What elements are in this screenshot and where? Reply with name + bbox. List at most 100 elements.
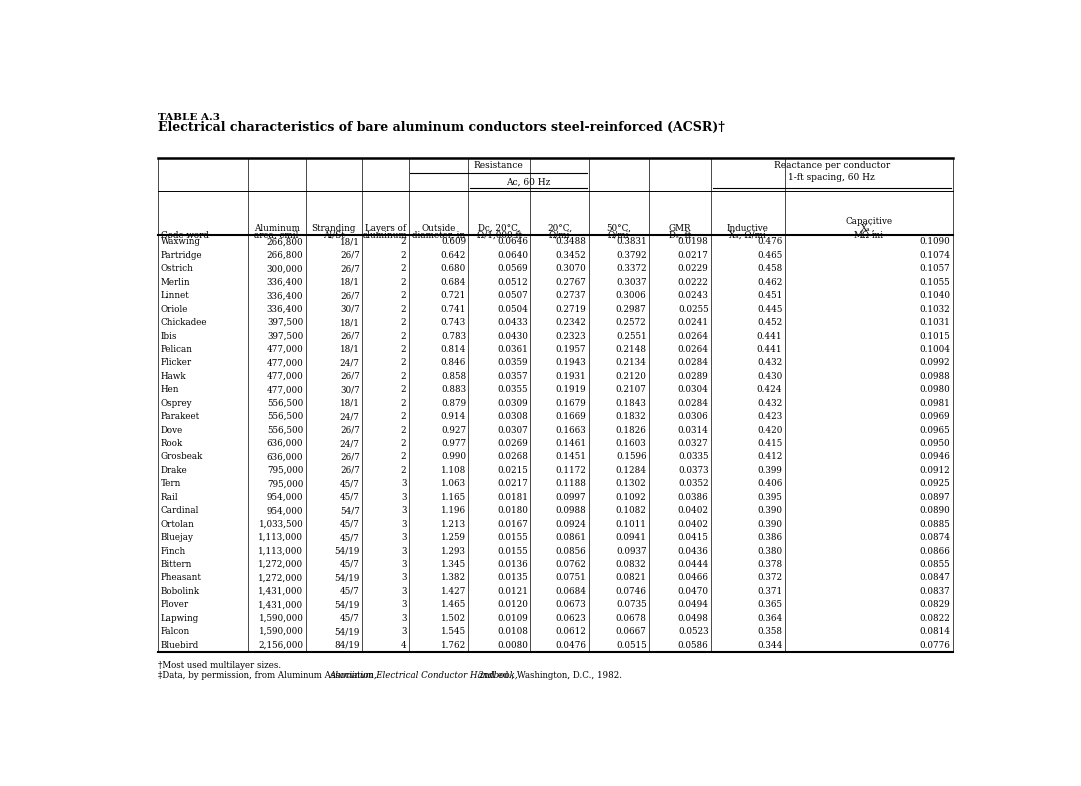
Text: 2: 2	[401, 345, 406, 354]
Text: 3: 3	[401, 560, 406, 569]
Text: 0.390: 0.390	[758, 520, 783, 529]
Text: 0.451: 0.451	[757, 291, 783, 300]
Text: 0.0243: 0.0243	[678, 291, 709, 300]
Text: Finch: Finch	[161, 546, 186, 556]
Text: 0.0847: 0.0847	[920, 574, 950, 582]
Text: 1.345: 1.345	[441, 560, 466, 569]
Text: 0.0181: 0.0181	[497, 493, 528, 501]
Text: 0.2107: 0.2107	[616, 385, 646, 395]
Text: Aluminum: Aluminum	[254, 224, 299, 233]
Text: 1.545: 1.545	[441, 627, 466, 636]
Text: 477,000: 477,000	[267, 358, 304, 367]
Text: 0.0121: 0.0121	[497, 587, 528, 596]
Text: Aluminum Electrical Conductor Handbook,: Aluminum Electrical Conductor Handbook,	[330, 671, 519, 680]
Text: 0.2572: 0.2572	[616, 318, 646, 327]
Text: 795,000: 795,000	[267, 479, 304, 488]
Text: 0.1032: 0.1032	[920, 305, 950, 314]
Text: 0.365: 0.365	[758, 601, 783, 609]
Text: 0.0335: 0.0335	[678, 453, 709, 461]
Text: 1.108: 1.108	[441, 466, 466, 475]
Text: Dc, 20°C,: Dc, 20°C,	[478, 224, 521, 233]
Text: 1.502: 1.502	[441, 614, 466, 623]
Text: 0.0241: 0.0241	[678, 318, 709, 327]
Text: 0.358: 0.358	[758, 627, 783, 636]
Text: 18/1: 18/1	[341, 237, 360, 247]
Text: 0.0856: 0.0856	[556, 546, 586, 556]
Text: Pelican: Pelican	[161, 345, 192, 354]
Text: 477,000: 477,000	[267, 372, 304, 381]
Text: Stranding: Stranding	[311, 224, 356, 233]
Text: 0.452: 0.452	[757, 318, 783, 327]
Text: 0.0264: 0.0264	[678, 345, 709, 354]
Text: 45/7: 45/7	[341, 493, 360, 501]
Text: 0.0327: 0.0327	[678, 439, 709, 448]
Text: diameter, in: diameter, in	[412, 230, 465, 240]
Text: 0.0646: 0.0646	[497, 237, 528, 247]
Text: 0.424: 0.424	[757, 385, 783, 395]
Text: Rook: Rook	[161, 439, 183, 448]
Text: 0.406: 0.406	[757, 479, 783, 488]
Text: †Most used multilayer sizes.: †Most used multilayer sizes.	[159, 661, 281, 670]
Text: Tern: Tern	[161, 479, 182, 488]
Text: 3: 3	[401, 587, 406, 596]
Text: 0.0155: 0.0155	[497, 546, 528, 556]
Text: 45/7: 45/7	[341, 520, 360, 529]
Text: Ω/mi: Ω/mi	[608, 230, 629, 240]
Text: 0.0837: 0.0837	[920, 587, 950, 596]
Text: 0.2342: 0.2342	[556, 318, 586, 327]
Text: 0.0822: 0.0822	[920, 614, 950, 623]
Text: 0.1669: 0.1669	[556, 412, 586, 421]
Text: 0.0494: 0.0494	[678, 601, 709, 609]
Text: 0.2987: 0.2987	[616, 305, 646, 314]
Text: 0.1451: 0.1451	[556, 453, 586, 461]
Text: Bluejay: Bluejay	[161, 533, 193, 542]
Text: 0.0950: 0.0950	[920, 439, 950, 448]
Text: 0.3037: 0.3037	[616, 277, 646, 287]
Text: 0.1931: 0.1931	[556, 372, 586, 381]
Text: 0.642: 0.642	[441, 251, 466, 260]
Text: 1,113,000: 1,113,000	[258, 533, 304, 542]
Text: 0.0946: 0.0946	[920, 453, 950, 461]
Text: 0.0108: 0.0108	[497, 627, 528, 636]
Text: 45/7: 45/7	[341, 479, 360, 488]
Text: 0.883: 0.883	[441, 385, 466, 395]
Text: 2: 2	[401, 425, 406, 435]
Text: 1,272,000: 1,272,000	[258, 574, 304, 582]
Text: ‡Data, by permission, from Aluminum Association,: ‡Data, by permission, from Aluminum Asso…	[159, 671, 379, 680]
Text: Ω/mi: Ω/mi	[549, 230, 570, 240]
Text: 0.412: 0.412	[757, 453, 783, 461]
Text: 3: 3	[401, 520, 406, 529]
Text: 0.858: 0.858	[441, 372, 466, 381]
Text: Falcon: Falcon	[161, 627, 190, 636]
Text: 0.2767: 0.2767	[556, 277, 586, 287]
Text: 0.344: 0.344	[757, 641, 783, 649]
Text: 0.0814: 0.0814	[920, 627, 950, 636]
Text: 0.0678: 0.0678	[616, 614, 646, 623]
Text: 0.846: 0.846	[441, 358, 466, 367]
Text: Inductive: Inductive	[726, 224, 769, 233]
Text: Flicker: Flicker	[161, 358, 191, 367]
Text: 266,800: 266,800	[267, 251, 304, 260]
Text: 54/19: 54/19	[334, 574, 360, 582]
Text: 3: 3	[401, 546, 406, 556]
Text: Bittern: Bittern	[161, 560, 192, 569]
Text: 0.2120: 0.2120	[616, 372, 646, 381]
Text: 0.1004: 0.1004	[920, 345, 950, 354]
Text: 0.1090: 0.1090	[920, 237, 950, 247]
Text: 2: 2	[401, 318, 406, 327]
Text: 0.1679: 0.1679	[556, 399, 586, 408]
Text: 0.1074: 0.1074	[920, 251, 950, 260]
Text: Osprey: Osprey	[161, 399, 192, 408]
Text: Merlin: Merlin	[161, 277, 190, 287]
Text: 0.0229: 0.0229	[678, 264, 709, 274]
Text: 0.1015: 0.1015	[920, 332, 950, 340]
Text: Code word: Code word	[161, 230, 209, 240]
Text: 0.1603: 0.1603	[616, 439, 646, 448]
Text: 0.386: 0.386	[757, 533, 783, 542]
Text: 26/7: 26/7	[341, 264, 360, 274]
Text: 0.1596: 0.1596	[616, 453, 646, 461]
Text: 0.0217: 0.0217	[497, 479, 528, 488]
Text: 1.427: 1.427	[441, 587, 466, 596]
Text: 0.0980: 0.0980	[920, 385, 950, 395]
Text: 0.462: 0.462	[757, 277, 783, 287]
